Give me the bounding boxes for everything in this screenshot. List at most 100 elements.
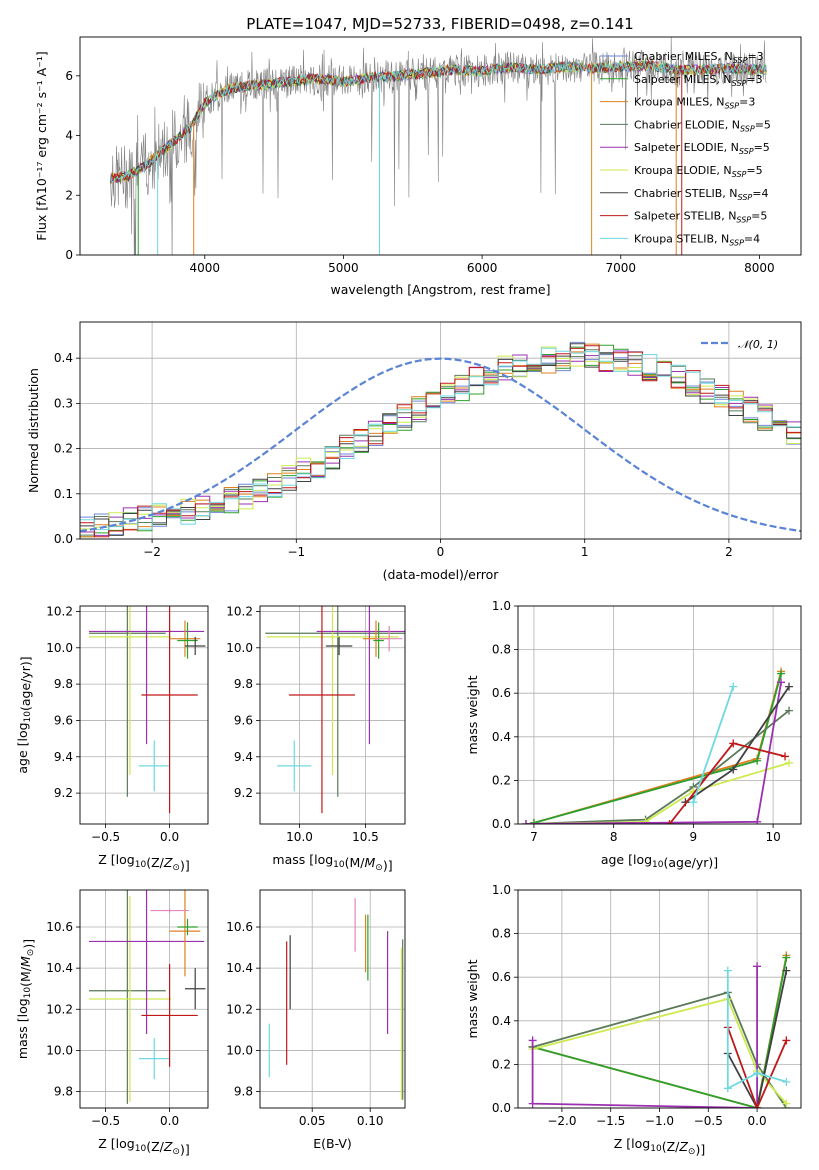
y-tick-label: 0.4 [492, 730, 511, 744]
plot-layer: 4000 5000 6000 7000 8000 0 2 4 6 Chabrier MILES, … [15, 36, 802, 1157]
weight-series-line [532, 997, 788, 1105]
legend-label: Chabrier STELIB, NSSP=4 [634, 187, 768, 202]
weight-point-marker [729, 765, 738, 774]
y-tick-label: 2 [65, 188, 73, 202]
legend-label: Salpeter STELIB, NSSP=5 [634, 210, 767, 225]
weight-point-marker [665, 820, 674, 824]
y-tick-label: 0.4 [492, 1014, 511, 1028]
legend-label: Kroupa STELIB, NSSP=4 [634, 232, 760, 247]
weight-point-marker [782, 1036, 791, 1045]
weight-series-line [727, 970, 788, 1108]
x-tick-label: 0.0 [748, 1114, 767, 1128]
y-tick-label: 9.2 [54, 786, 73, 800]
y-tick-label: 0.0 [492, 817, 511, 831]
x-axis-label: Z [log10(Z/Z⊙)] [98, 1136, 189, 1157]
y-axis-label: Flux [fλ10⁻¹⁷ erg cm⁻² s⁻¹ A⁻¹] [34, 51, 49, 240]
weight-series-line [726, 970, 787, 1090]
x-axis-label: wavelength [Angstrom, rest frame] [330, 282, 550, 297]
x-axis-label: mass [log10(M/M⊙)] [272, 852, 392, 873]
x-tick-label: 8000 [744, 261, 775, 275]
y-tick-label: 10.0 [226, 1043, 253, 1057]
x-tick-label: 10.0 [286, 830, 313, 844]
age-vs-Z-axes: −0.5 0.0 9.2 9.4 9.6 9.8 10.0 10.2 Z [log10(Z/Z⊙… [15, 604, 209, 873]
x-tick-label: 7 [530, 830, 538, 844]
weight-point-marker [781, 752, 790, 761]
y-tick-label: 0.2 [492, 1057, 511, 1071]
y-tick-label: 10.2 [226, 604, 253, 618]
spectrum-plot [110, 37, 767, 255]
age-vs-Z-plot [88, 606, 206, 814]
x-tick-label: 0.05 [299, 1114, 326, 1128]
weight-point-marker [785, 706, 794, 715]
y-tick-label: 10.0 [226, 641, 253, 655]
y-tick-label: 0.8 [492, 643, 511, 657]
residual-histogram [80, 347, 801, 531]
weight-vs-Z-axes: −2.0 −1.5 −1.0 −0.5 0.0 0.0 0.2 0.4 0.6 0.8 1.0 Z [… [465, 883, 802, 1157]
x-tick-label: 9 [690, 830, 698, 844]
spectrum-axes: 4000 5000 6000 7000 8000 0 2 4 6 Chabrier MILES, … [34, 36, 802, 297]
y-axis-label: Normed distribution [26, 368, 41, 493]
y-tick-label: 9.8 [54, 1085, 73, 1099]
weight-vs-age-axes: 7 8 9 10 0.0 0.2 0.4 0.6 0.8 1.0 age [log10(age/yr… [465, 599, 802, 870]
y-axis-label: mass [log10(M/M⊙)] [15, 939, 36, 1059]
weight-point-marker [641, 817, 650, 824]
spectrum-frame [79, 36, 802, 256]
weight-vs-Z-plot [528, 951, 791, 1108]
y-tick-label: 9.6 [54, 713, 73, 727]
y-tick-label: 0.2 [492, 773, 511, 787]
x-axis-label: E(B-V) [313, 1136, 352, 1151]
y-tick-label: 10.4 [46, 961, 73, 975]
x-tick-label: −1 [287, 545, 305, 559]
y-tick-label: 1.0 [492, 599, 511, 613]
weight-point-marker [753, 1069, 762, 1078]
y-tick-label: 0.1 [54, 487, 73, 501]
weight-series-line [726, 1026, 788, 1108]
y-tick-label: 10.0 [46, 1043, 73, 1057]
x-tick-label: 0.0 [160, 830, 179, 844]
y-tick-label: 9.8 [234, 677, 253, 691]
legend-label: 𝒩(0, 1) [738, 338, 778, 351]
x-tick-label: 4000 [190, 261, 221, 275]
y-tick-label: 10.0 [46, 641, 73, 655]
legend-label: Chabrier ELODIE, NSSP=5 [634, 118, 771, 133]
y-tick-label: 9.4 [54, 750, 73, 764]
y-tick-label: 0.8 [492, 927, 511, 941]
y-tick-label: 6 [65, 69, 73, 83]
x-axis-label: (data-model)/error [383, 567, 500, 582]
weight-point-marker [689, 798, 698, 807]
weight-point-marker [723, 1084, 732, 1093]
x-tick-label: 10 [765, 830, 780, 844]
y-tick-label: 10.6 [226, 920, 253, 934]
spectrum-legend: Chabrier MILES, NSSP=3 Salpeter MILES, NS… [600, 50, 771, 247]
y-tick-label: 1.0 [492, 883, 511, 897]
x-tick-label: −2.0 [547, 1114, 576, 1128]
y-tick-label: 10.2 [46, 1002, 73, 1016]
y-tick-label: 0.6 [492, 970, 511, 984]
residuals-plot [80, 341, 801, 538]
weight-point-marker [729, 739, 738, 748]
legend-label: Chabrier MILES, NSSP=3 [634, 50, 764, 65]
weight-series-line [532, 957, 788, 1108]
legend-label: Kroupa MILES, NSSP=3 [634, 96, 755, 111]
model-spectrum-line [110, 60, 767, 183]
x-tick-label: −0.5 [91, 1114, 120, 1128]
age-vs-mass-plot [265, 606, 405, 814]
observed-spectrum-line [110, 37, 767, 255]
x-tick-label: −1.5 [596, 1114, 625, 1128]
weight-point-marker [528, 1036, 537, 1045]
figure-title: PLATE=1047, MJD=52733, FIBERID=0498, z=0… [246, 15, 633, 33]
y-tick-label: 4 [65, 129, 73, 143]
weight-point-marker [753, 1104, 762, 1108]
x-axis-label: Z [log10(Z/Z⊙)] [614, 1136, 705, 1157]
y-tick-label: 9.8 [234, 1085, 253, 1099]
age-vs-mass-axes: 10.0 10.5 9.2 9.4 9.6 9.8 10.0 10.2 mass [log10(… [226, 604, 406, 873]
weight-point-marker [782, 1099, 791, 1108]
y-tick-label: 0.0 [492, 1101, 511, 1115]
y-tick-label: 0 [65, 248, 73, 262]
y-tick-label: 10.2 [46, 604, 73, 618]
weight-point-marker [528, 1099, 537, 1108]
x-tick-label: 0 [437, 545, 445, 559]
weight-point-marker [777, 678, 786, 687]
age-vs-Z-frame [79, 605, 209, 825]
